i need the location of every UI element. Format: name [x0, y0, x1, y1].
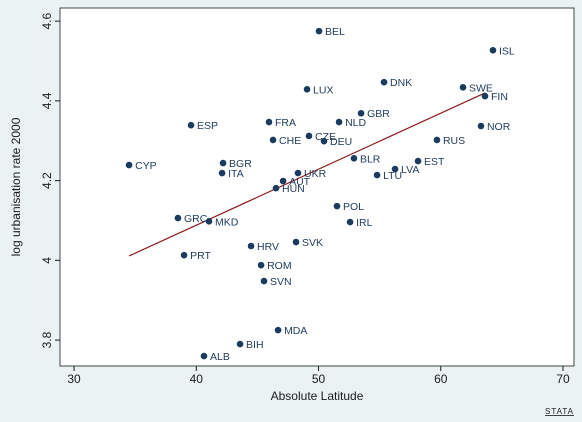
point-label: HUN: [282, 183, 305, 195]
point: [459, 84, 467, 91]
point-label: UKR: [304, 168, 327, 180]
point: [335, 118, 343, 126]
point-label: ISL: [499, 45, 515, 57]
x-tick-label: 50: [312, 372, 326, 386]
point: [357, 109, 365, 117]
point: [218, 169, 226, 177]
point: [346, 218, 354, 226]
x-tick-label: 40: [190, 372, 204, 386]
point-label: GRC: [184, 213, 208, 225]
point-label: BEL: [325, 26, 345, 38]
point-label: ESP: [197, 120, 218, 132]
point-label: CYP: [135, 160, 157, 172]
y-tick-label: 4.2: [40, 172, 54, 189]
point: [315, 27, 323, 35]
point: [333, 202, 341, 210]
point: [200, 352, 208, 360]
point-label: SVK: [302, 237, 323, 249]
point: [305, 132, 313, 140]
point-label: CZE: [315, 131, 336, 143]
point: [477, 122, 485, 130]
point-label: FRA: [275, 117, 296, 129]
point-label: LVA: [401, 164, 419, 176]
y-tick-label: 3.8: [40, 331, 54, 348]
point-label: SWE: [469, 82, 493, 94]
point: [481, 92, 489, 100]
point-label: PRT: [190, 250, 211, 262]
point-label: RUS: [443, 135, 465, 147]
point-label: POL: [343, 201, 364, 213]
point: [303, 86, 311, 93]
point-label: DNK: [390, 77, 412, 89]
point-label: NOR: [487, 121, 511, 133]
point-label: CHE: [279, 135, 301, 147]
point-label: BIH: [246, 339, 264, 351]
y-tick-label: 4.4: [40, 92, 54, 109]
point: [205, 217, 213, 225]
point-label: AUT: [289, 176, 311, 188]
point: [219, 159, 227, 167]
y-axis-title: log urbanisation rate 2000: [9, 117, 23, 256]
point-label: ALB: [210, 351, 230, 363]
point: [274, 326, 282, 334]
point: [269, 136, 277, 144]
point-label: EST: [424, 156, 445, 168]
point: [294, 169, 302, 177]
fit-line: [128, 92, 486, 257]
point: [489, 46, 497, 54]
point: [279, 177, 287, 185]
point: [257, 261, 265, 269]
point-label: BLR: [360, 153, 381, 165]
point: [292, 238, 300, 246]
point-label: DEU: [330, 136, 352, 148]
point: [373, 171, 381, 179]
point: [265, 118, 273, 126]
point-label: ITA: [228, 168, 244, 180]
point: [125, 161, 133, 169]
point: [414, 157, 422, 165]
point: [174, 214, 182, 222]
point: [272, 184, 280, 192]
x-tick-label: 60: [434, 372, 448, 386]
y-tick-label: 4: [40, 257, 54, 264]
point-label: SVN: [270, 276, 292, 288]
point-label: MKD: [215, 216, 239, 228]
point: [180, 251, 188, 259]
point: [260, 277, 268, 285]
logo: STATA: [545, 407, 574, 416]
x-tick-label: 30: [67, 372, 81, 386]
point-label: IRL: [356, 217, 373, 229]
point: [247, 242, 255, 250]
plot-area: [59, 7, 575, 367]
point: [380, 78, 388, 86]
point-label: LTU: [383, 170, 402, 182]
point-label: BGR: [229, 158, 252, 170]
point: [320, 137, 328, 145]
point: [350, 154, 358, 162]
point: [391, 165, 399, 173]
point: [433, 136, 441, 144]
point-label: NLD: [345, 117, 366, 129]
x-tick-label: 70: [556, 372, 570, 386]
point: [236, 340, 244, 348]
point-label: ROM: [267, 260, 292, 272]
point-label: HRV: [257, 241, 279, 253]
point-label: LUX: [313, 84, 333, 96]
point: [187, 121, 195, 129]
x-axis-title: Absolute Latitude: [271, 389, 364, 403]
point-label: MDA: [284, 325, 307, 337]
point-label: GBR: [367, 108, 390, 120]
y-tick-label: 4.6: [40, 12, 54, 29]
point-label: FIN: [491, 91, 508, 103]
